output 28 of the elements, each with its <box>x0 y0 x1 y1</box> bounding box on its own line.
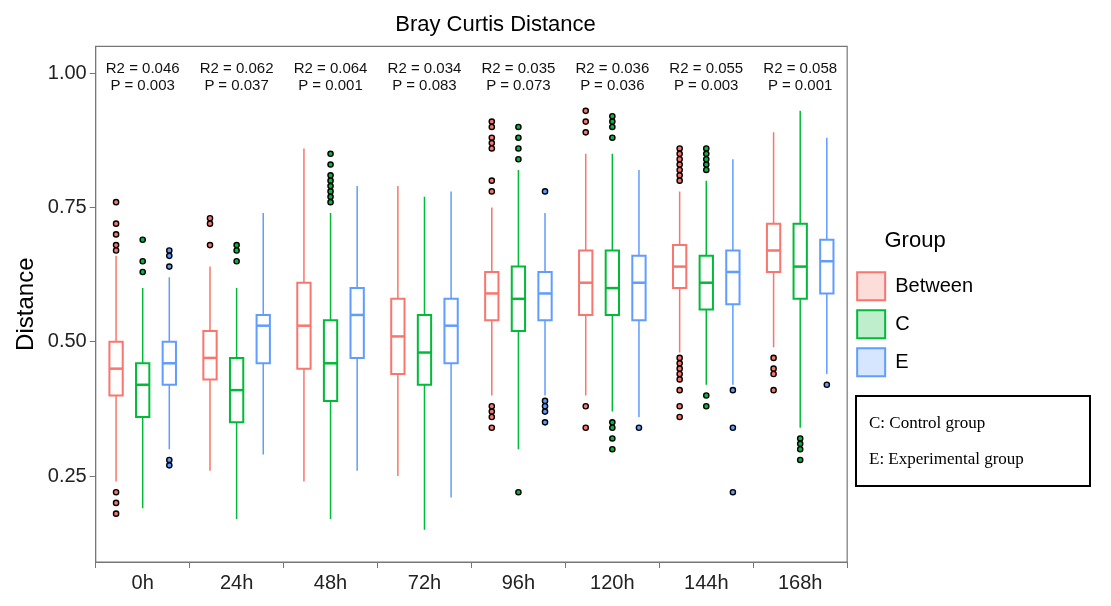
annotation: R2 = 0.062 P = 0.037 <box>199 58 274 93</box>
annotation: R2 = 0.036 P = 0.036 <box>575 58 650 93</box>
x-tick-label: 48h <box>313 570 348 593</box>
y-axis-title: Distance <box>11 257 39 351</box>
text: E: Experimental group <box>869 448 1024 470</box>
y-tick-label: 0.75 <box>47 195 87 218</box>
annotation: R2 = 0.046 P = 0.003 <box>105 58 180 93</box>
text: C: Control group <box>869 412 987 434</box>
annotation: R2 = 0.034 P = 0.083 <box>387 58 462 93</box>
annotation: R2 = 0.055 P = 0.003 <box>669 58 744 93</box>
y-tick-label: 0.25 <box>47 463 87 486</box>
x-tick-label: 72h <box>407 570 442 593</box>
chart-title: Bray Curtis Distance <box>395 11 596 37</box>
annotation: R2 = 0.058 P = 0.001 <box>763 58 838 93</box>
x-tick-label: 120h <box>590 570 635 593</box>
y-tick-label: 1.00 <box>47 60 87 83</box>
legend-label: E <box>895 349 909 372</box>
legend-title: Group <box>884 226 946 252</box>
x-tick-label: 96h <box>501 570 536 593</box>
x-tick-label: 24h <box>219 570 254 593</box>
y-tick-label: 0.50 <box>47 329 87 352</box>
annotation: R2 = 0.064 P = 0.001 <box>293 58 368 93</box>
legend-label: Between <box>895 273 974 296</box>
x-tick-label: 144h <box>684 570 729 593</box>
annotation: R2 = 0.035 P = 0.073 <box>481 58 556 93</box>
x-tick-label: 168h <box>777 570 823 593</box>
x-tick-label: 0h <box>131 570 154 593</box>
legend-label: C <box>895 311 910 334</box>
